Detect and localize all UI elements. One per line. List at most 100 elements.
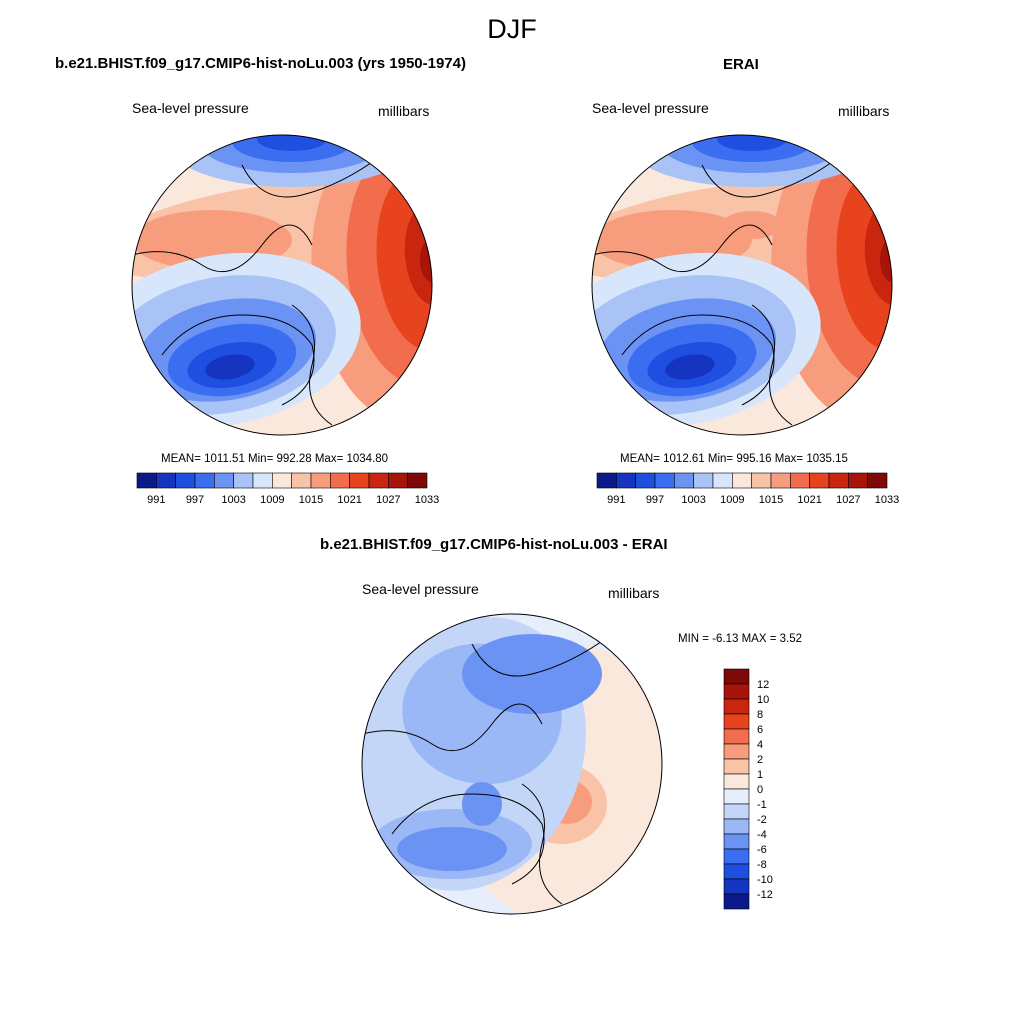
left-colorbar: 991 997 1003 1009 1015 1021 1027 1033 [136,472,439,506]
diff-colorbar-tick-label: -8 [757,859,767,871]
diff-panel-title: b.e21.BHIST.f09_g17.CMIP6-hist-noLu.003 … [320,536,668,553]
left-colorbar-tick-label: 1027 [376,494,400,506]
diff-map-border [361,613,663,915]
left-colorbar-swatch [330,472,350,489]
diff-units-label: millibars [608,585,660,601]
negative-anomaly [397,827,507,871]
right-variable-label: Sea-level pressure [592,100,709,116]
diff-colorbar-tick-label: -1 [757,799,767,811]
left-colorbar-swatch [194,472,215,489]
diff-colorbar-tick-label: 10 [757,694,769,706]
diff-colorbar-tick-label: 12 [757,679,769,691]
left-colorbar-tick-label: 997 [186,494,204,506]
siberian-high-core [880,238,892,282]
left-colorbar-swatch [291,472,312,489]
right-colorbar-swatch [828,472,849,489]
left-colorbar-swatch [136,472,157,489]
negative-anomaly-core [462,782,502,826]
coastline [132,224,313,273]
left-colorbar-tick-label: 1033 [415,494,439,506]
right-colorbar-swatch [674,472,694,489]
right-colorbar-swatch [712,472,733,489]
right-colorbar-tick-label: 1003 [681,494,705,506]
diff-stats: MIN = -6.13 MAX = 3.52 [678,633,803,645]
diff-colorbar-swatch [723,758,750,775]
right-stats: MEAN= 1012.61 Min= 995.16 Max= 1035.15 [620,453,848,465]
right-colorbar-swatch [654,472,675,489]
aleutian-low-core [257,135,327,151]
right-colorbar-tick-label: 997 [646,494,664,506]
left-stats: MEAN= 1011.51 Min= 992.28 Max= 1034.80 [161,453,389,465]
right-colorbar-swatch [809,472,830,489]
right-colorbar-tick-label: 1033 [875,494,899,506]
diff-colorbar-swatch [723,713,750,730]
diff-colorbar-tick-label: 1 [757,769,763,781]
aleutian-low-core [717,135,787,151]
diff-colorbar-tick-label: 8 [757,709,763,721]
right-colorbar-swatch [693,472,714,489]
diff-colorbar-tick-label: -2 [757,814,767,826]
diff-colorbar-swatch [723,698,750,715]
right-colorbar-tick-label: 991 [607,494,625,506]
right-map [592,135,892,435]
right-colorbar-swatch [867,472,888,489]
right-colorbar-tick-label: 1027 [836,494,860,506]
left-colorbar-tick-label: 1009 [260,494,284,506]
coastline [241,154,383,198]
coastline [701,154,843,198]
coastline [471,633,613,677]
diff-colorbar-tick-label: 0 [757,784,763,796]
siberian-high-core [420,238,432,282]
diff-colorbar-swatch [723,788,750,805]
diff-colorbar-swatch [723,893,750,910]
diff-colorbar-swatch [723,683,750,700]
right-colorbar-swatch [635,472,656,489]
left-colorbar-swatch [233,472,254,489]
left-panel-title: b.e21.BHIST.f09_g17.CMIP6-hist-noLu.003 … [55,55,466,72]
diff-variable-label: Sea-level pressure [362,581,479,597]
left-colorbar-swatch [156,472,176,489]
diff-colorbar-tick-label: -6 [757,844,767,856]
coastline [521,783,563,905]
diff-colorbar-swatch [723,863,750,880]
right-colorbar: 991 997 1003 1009 1015 1021 1027 1033 [596,472,899,506]
right-colorbar-swatch [596,472,617,489]
right-colorbar-swatch [732,472,752,489]
right-map-border [591,134,893,436]
right-colorbar-swatch [848,472,868,489]
diff-colorbar-swatch [723,728,750,745]
diff-colorbar-tick-label: -4 [757,829,767,841]
coastline [291,304,333,426]
diff-colorbar-swatch [723,878,750,895]
right-colorbar-tick-label: 1021 [797,494,821,506]
left-colorbar-swatch [407,472,428,489]
coastline [161,314,315,406]
diff-colorbar-tick-label: -12 [757,889,773,901]
left-colorbar-tick-label: 1003 [221,494,245,506]
left-variable-label: Sea-level pressure [132,100,249,116]
right-units-label: millibars [838,103,890,119]
left-units-label: millibars [378,103,430,119]
coastline [751,304,793,426]
icelandic-low-core [665,354,715,380]
coastline [391,793,545,885]
icelandic-low-core [205,354,255,380]
left-colorbar-tick-label: 1015 [299,494,323,506]
coastline [592,224,773,273]
left-colorbar-swatch [368,472,389,489]
diff-map [362,614,662,914]
left-map [132,135,432,435]
diff-colorbar-tick-label: 2 [757,754,763,766]
left-colorbar-tick-label: 991 [147,494,165,506]
diff-colorbar-tick-label: 6 [757,724,763,736]
coastline [362,703,543,752]
diff-colorbar-swatch [723,668,750,685]
diff-colorbar-swatch [723,803,750,820]
right-colorbar-swatch [751,472,772,489]
right-colorbar-tick-label: 1009 [720,494,744,506]
diff-colorbar-swatch [723,833,750,850]
diff-colorbar-swatch [723,818,750,835]
figure-title: DJF [487,14,537,44]
